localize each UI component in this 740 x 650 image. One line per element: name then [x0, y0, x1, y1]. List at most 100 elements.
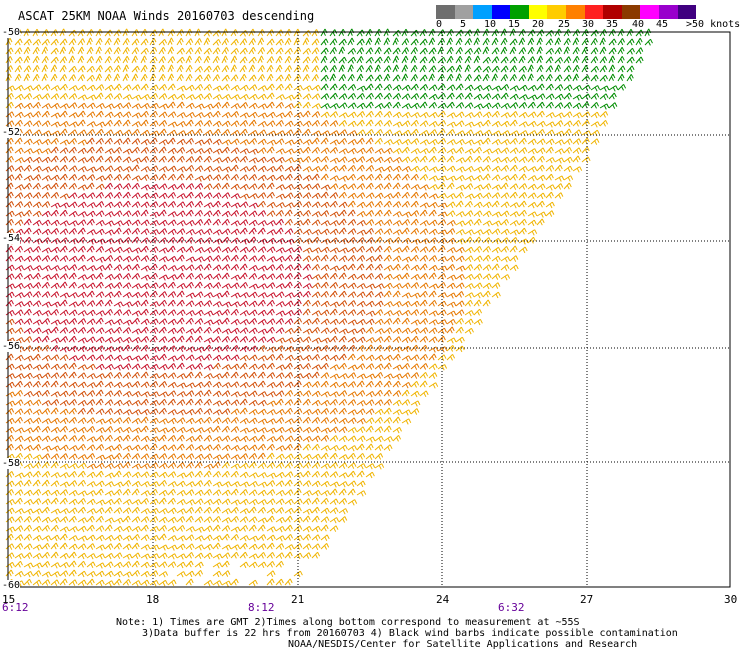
wind-barb	[284, 218, 293, 226]
wind-barb	[221, 317, 230, 325]
wind-barb	[95, 398, 104, 406]
wind-barb	[266, 381, 276, 389]
wind-barb	[527, 29, 536, 37]
wind-barb	[149, 255, 159, 262]
wind-barb	[383, 182, 392, 190]
wind-barb	[392, 130, 403, 137]
wind-barb	[239, 102, 249, 109]
wind-barb	[401, 292, 412, 299]
wind-barb	[275, 74, 284, 82]
wind-barb	[275, 283, 286, 290]
wind-barb	[347, 228, 357, 235]
wind-barb	[446, 155, 455, 163]
wind-barb	[203, 37, 211, 46]
wind-barb	[590, 29, 599, 37]
wind-barb	[95, 102, 106, 110]
wind-barb	[437, 256, 448, 263]
lon-label: 21	[291, 593, 305, 606]
wind-barb	[338, 218, 347, 226]
wind-barb	[284, 427, 295, 434]
wind-barb	[473, 318, 483, 326]
wind-barb	[437, 281, 447, 289]
wind-barb	[293, 37, 300, 46]
wind-barb	[32, 319, 43, 326]
wind-barb	[311, 29, 319, 37]
wind-barb	[365, 453, 375, 461]
wind-barb	[473, 245, 483, 253]
wind-barb	[14, 373, 25, 380]
wind-barb	[347, 353, 356, 361]
wind-barb	[329, 488, 338, 496]
wind-barb	[527, 175, 538, 182]
wind-barb	[167, 579, 177, 587]
wind-barb	[32, 228, 42, 236]
wind-barb	[518, 84, 528, 92]
wind-barb	[221, 371, 230, 379]
colorbar-swatch	[584, 5, 604, 19]
wind-barb	[464, 210, 474, 217]
wind-barb	[536, 192, 546, 200]
wind-barb	[185, 560, 194, 568]
wind-barb	[23, 336, 33, 343]
colorbar-swatch	[473, 5, 492, 19]
wind-barb	[86, 94, 97, 101]
wind-barb	[419, 273, 429, 280]
wind-barb	[68, 201, 78, 209]
wind-barb	[68, 381, 78, 389]
wind-barb	[194, 192, 204, 199]
wind-barb	[68, 453, 78, 461]
wind-barb	[392, 290, 401, 298]
wind-barb	[572, 94, 583, 101]
wind-barb	[176, 553, 187, 560]
wind-barb	[5, 443, 14, 451]
wind-barb	[518, 65, 527, 73]
wind-barb	[212, 110, 221, 118]
wind-barb	[14, 165, 24, 173]
wind-barb	[302, 461, 312, 469]
wind-barb	[59, 120, 69, 128]
wind-barb	[113, 83, 122, 91]
wind-barb	[95, 525, 105, 532]
wind-barb	[122, 228, 132, 235]
colorbar-label: 35	[606, 19, 619, 30]
wind-barb	[104, 255, 114, 262]
wind-barb	[365, 417, 375, 425]
wind-barb	[185, 164, 195, 172]
wind-barb	[194, 148, 205, 155]
wind-barb	[599, 111, 609, 118]
wind-barb	[32, 435, 42, 443]
wind-barb	[113, 165, 123, 173]
wind-barb	[248, 390, 258, 398]
wind-barb	[104, 336, 114, 344]
wind-barb	[221, 301, 232, 308]
wind-barb	[347, 391, 358, 398]
wind-barb	[293, 281, 303, 289]
wind-barb	[419, 228, 429, 235]
wind-barb	[212, 310, 223, 317]
wind-barb	[167, 507, 177, 515]
wind-barb	[14, 525, 24, 532]
wind-barb	[410, 344, 419, 352]
wind-barb	[257, 246, 267, 253]
wind-barb	[23, 562, 34, 569]
wind-barb	[68, 569, 77, 577]
wind-barb	[311, 291, 321, 299]
wind-barb	[158, 103, 169, 110]
wind-barb	[59, 299, 68, 307]
wind-barb	[464, 236, 473, 244]
wind-barb	[419, 380, 428, 388]
wind-barb	[41, 56, 49, 64]
wind-barb	[320, 228, 330, 236]
wind-barb	[221, 560, 230, 568]
wind-barb	[194, 417, 204, 425]
wind-barb	[32, 238, 43, 245]
wind-barb	[221, 255, 231, 262]
wind-barb	[176, 354, 186, 361]
wind-barb	[59, 103, 70, 110]
wind-barb	[464, 165, 474, 173]
wind-barb	[464, 299, 473, 307]
wind-barb	[401, 272, 410, 280]
wind-barb	[86, 463, 97, 470]
wind-barb	[86, 37, 93, 46]
wind-barb	[527, 219, 537, 227]
